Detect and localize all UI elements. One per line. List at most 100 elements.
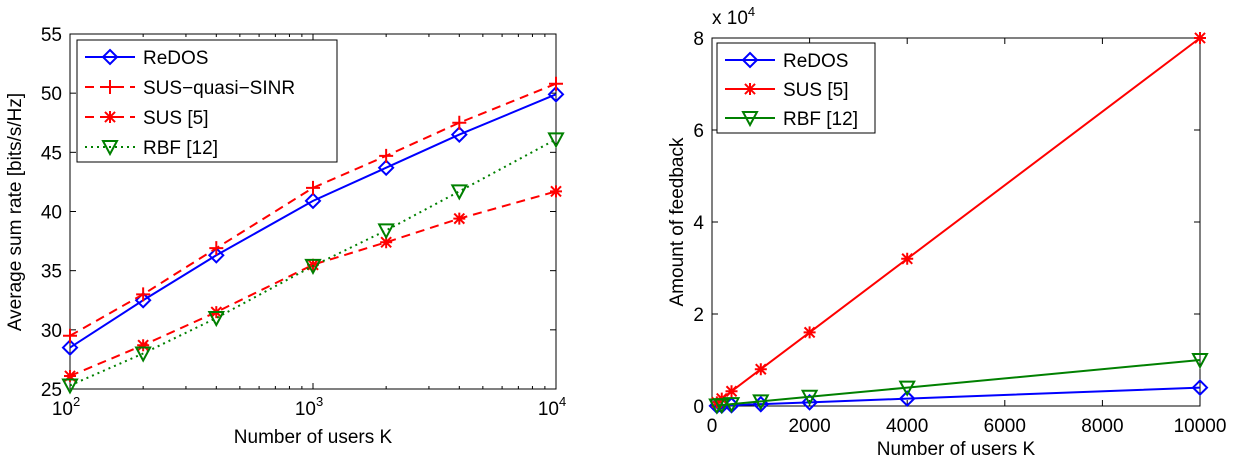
x-tick-label: 0 xyxy=(707,416,718,437)
axis-ticks: 0 2000 4000 6000 8000 10000 0 2 4 6 8 xyxy=(693,29,1226,437)
data-point xyxy=(713,398,731,415)
data-point xyxy=(61,339,79,356)
y-tick-label: 45 xyxy=(41,143,62,164)
data-point xyxy=(547,85,565,103)
data-point xyxy=(754,363,767,376)
data-point xyxy=(901,252,914,265)
data-point xyxy=(550,185,562,198)
legend-marker xyxy=(741,51,759,69)
data-point xyxy=(377,223,395,240)
data-point xyxy=(134,346,152,363)
data-point xyxy=(801,393,819,411)
data-point xyxy=(1191,353,1209,370)
data-point xyxy=(136,287,151,302)
x-tick-label: 10000 xyxy=(1174,416,1227,437)
data-point xyxy=(63,328,77,343)
y-multiplier-exp: 4 xyxy=(748,4,755,19)
x-tick-label: 103 xyxy=(295,394,323,420)
y-tick-label: 4 xyxy=(693,213,704,234)
y-axis-label: Average sum rate [bits/s/Hz] xyxy=(5,93,26,331)
y-multiplier-base: x 10 xyxy=(712,8,748,29)
x-tick-exp: 4 xyxy=(559,394,566,409)
x-tick-label: 104 xyxy=(538,394,566,420)
y-tick-label: 25 xyxy=(41,380,62,401)
legend-marker xyxy=(101,140,119,157)
data-point xyxy=(547,132,565,149)
data-point xyxy=(1191,379,1209,397)
series-line xyxy=(69,138,557,387)
x-tick-label: 4000 xyxy=(886,416,928,437)
legend-marker xyxy=(741,111,759,128)
legend-label: SUS [5] xyxy=(783,80,848,101)
data-point xyxy=(304,192,322,210)
data-point xyxy=(306,180,320,195)
data-point xyxy=(898,390,916,408)
data-point xyxy=(725,385,738,398)
data-point xyxy=(209,241,224,256)
data-point xyxy=(450,184,468,201)
y-tick-label: 8 xyxy=(693,29,704,50)
y-tick-label: 50 xyxy=(41,84,62,105)
y-tick-label: 2 xyxy=(693,305,704,326)
y-tick-label: 55 xyxy=(41,25,62,46)
x-tick-base: 10 xyxy=(52,399,73,420)
data-point xyxy=(452,115,467,130)
data-point xyxy=(137,339,150,352)
x-axis-label: Number of users K xyxy=(877,439,1036,460)
legend-label: ReDOS xyxy=(143,48,208,69)
x-tick-base: 10 xyxy=(295,399,316,420)
legend-label: RBF [12] xyxy=(143,138,218,159)
data-point xyxy=(803,326,816,339)
data-point xyxy=(450,126,468,143)
y-tick-label: 40 xyxy=(41,203,62,224)
x-tick-label: 102 xyxy=(52,394,80,420)
data-point xyxy=(304,258,322,276)
x-tick-base: 10 xyxy=(538,399,559,420)
x-tick-exp: 2 xyxy=(73,394,80,409)
x-tick-label: 6000 xyxy=(984,416,1026,437)
data-point xyxy=(752,394,770,411)
data-point xyxy=(379,148,394,163)
data-point xyxy=(307,258,319,271)
y-tick-label: 6 xyxy=(693,121,704,142)
data-point xyxy=(207,311,225,328)
data-point xyxy=(377,159,395,177)
data-point xyxy=(453,212,466,225)
y-axis-label: Amount of feedback xyxy=(667,137,688,306)
y-tick-label: 35 xyxy=(41,262,62,283)
legend-label: SUS [5] xyxy=(143,108,208,129)
y-multiplier-label: x 104 xyxy=(712,4,755,29)
series-group xyxy=(61,76,565,395)
legend: ReDOS SUS [5] RBF [12] xyxy=(716,42,876,134)
y-tick-label: 30 xyxy=(41,321,62,342)
legend-label: RBF [12] xyxy=(783,109,858,130)
legend: ReDOS SUS−quasi−SINR SUS [5] RBF [12] xyxy=(76,39,338,163)
series-group xyxy=(708,32,1209,415)
series xyxy=(708,353,1209,415)
x-tick-exp: 3 xyxy=(316,394,323,409)
y-tick-label: 0 xyxy=(693,397,704,418)
x-tick-label: 2000 xyxy=(788,416,830,437)
legend-label: ReDOS xyxy=(783,51,848,72)
data-point xyxy=(61,378,79,395)
legend-marker xyxy=(744,83,756,95)
data-point xyxy=(722,397,741,414)
x-tick-label: 8000 xyxy=(1081,416,1123,437)
legend-marker xyxy=(104,111,116,123)
legend-marker xyxy=(103,80,117,94)
series xyxy=(61,132,565,395)
data-point xyxy=(898,380,916,397)
data-point xyxy=(1194,32,1206,44)
data-point xyxy=(380,236,393,249)
legend-box xyxy=(76,39,338,163)
data-point xyxy=(800,389,819,406)
data-point xyxy=(64,369,76,382)
x-axis-label: Number of users K xyxy=(234,427,393,448)
data-point xyxy=(207,246,225,264)
data-point xyxy=(549,76,563,91)
legend-label: SUS−quasi−SINR xyxy=(143,78,295,99)
